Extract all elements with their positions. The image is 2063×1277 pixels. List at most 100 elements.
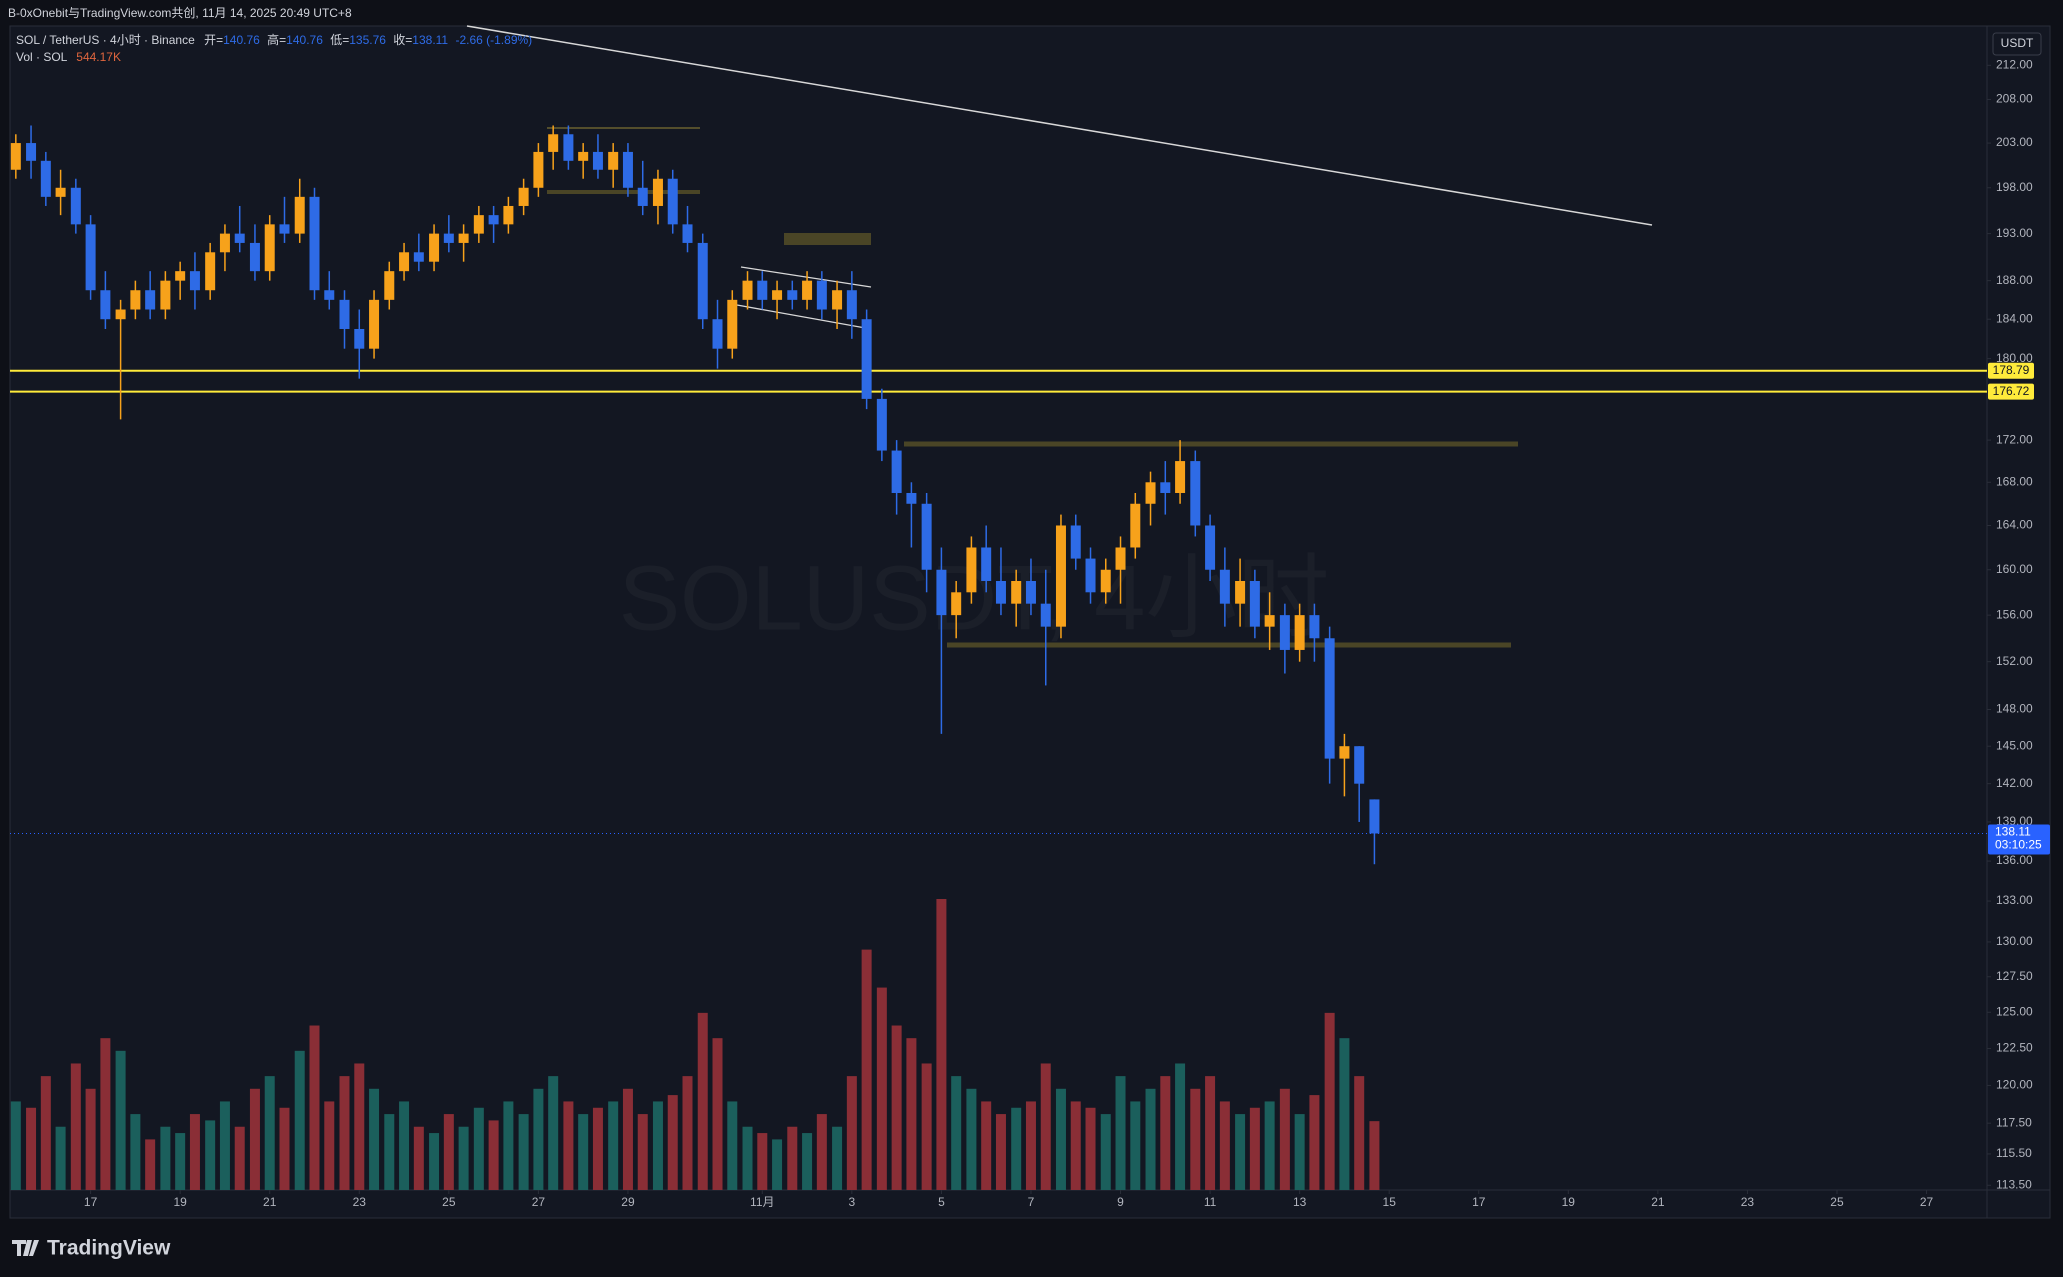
candle-body (10, 143, 21, 170)
candle-body (145, 290, 156, 310)
candle-body (1264, 615, 1275, 627)
volume-bar (727, 1101, 738, 1190)
candle-body (1130, 503, 1141, 548)
candle-body (936, 569, 947, 616)
y-tick-label: 172.00 (1996, 432, 2033, 446)
candle-body (533, 151, 544, 188)
volume-bar (443, 1114, 454, 1190)
x-tick-label: 3 (849, 1195, 856, 1209)
volume-bar (1354, 1076, 1365, 1190)
volume-bar (891, 1025, 902, 1190)
legend-change: -2.66 (-1.89%) (455, 33, 532, 47)
volume-bar (742, 1126, 753, 1190)
candle-body (1279, 615, 1290, 650)
volume-bar (339, 1076, 350, 1190)
volume-bar (906, 1038, 917, 1190)
candle-body (906, 492, 917, 504)
candle-body (369, 299, 380, 349)
y-tick-label: 160.00 (1996, 562, 2033, 576)
volume-bar (951, 1076, 962, 1190)
x-tick-label: 23 (353, 1195, 367, 1209)
candle-body (1339, 746, 1350, 759)
y-tick-label: 212.00 (1996, 57, 2033, 71)
volume-bar (1070, 1101, 1081, 1190)
y-tick-label: 198.00 (1996, 180, 2033, 194)
footer: TradingView (12, 1237, 171, 1260)
volume-bar (1040, 1063, 1051, 1190)
x-tick-label: 15 (1383, 1195, 1397, 1209)
candle-body (130, 290, 141, 310)
x-tick-label: 19 (1562, 1195, 1576, 1209)
candle-body (1219, 569, 1230, 604)
candle-body (861, 319, 872, 399)
candle-body (399, 252, 410, 272)
y-tick-label: 152.00 (1996, 654, 2033, 668)
legend: SOL / TetherUS · 4小时 · Binance 开=140.76 … (16, 32, 532, 47)
candle-body (205, 252, 216, 291)
y-tick-label: 142.00 (1996, 776, 2033, 790)
candle-body (578, 151, 589, 161)
x-tick-label: 9 (1117, 1195, 1124, 1209)
x-tick-label: 7 (1028, 1195, 1035, 1209)
candle-body (1175, 461, 1186, 493)
volume-bar (787, 1126, 798, 1190)
candle-body (1070, 525, 1081, 559)
y-tick-label: 168.00 (1996, 474, 2033, 488)
volume-bar (40, 1076, 51, 1190)
candle-body (1115, 547, 1126, 570)
currency-box[interactable] (1992, 32, 2042, 56)
candle-body (742, 280, 753, 300)
x-tick-label: 23 (1741, 1195, 1755, 1209)
volume-bar (488, 1120, 499, 1190)
x-tick-label: 11 (1204, 1195, 1217, 1209)
volume-bar (652, 1101, 663, 1190)
volume-bar (264, 1076, 275, 1190)
candle-body (1085, 558, 1096, 593)
currency[interactable]: USDT (2001, 36, 2034, 50)
chart-pane (9, 25, 2051, 1219)
logo (12, 1240, 39, 1256)
trend-line (466, 25, 1653, 226)
x-tick-label: 17 (84, 1195, 98, 1209)
candle-body (1055, 525, 1066, 627)
x-tick-label: 21 (1651, 1195, 1665, 1209)
candle-body (1369, 799, 1380, 834)
candle-body (667, 178, 678, 225)
volume-bar (563, 1101, 574, 1190)
x-tick-label: 21 (263, 1195, 277, 1209)
volume-bar (234, 1126, 245, 1190)
candle-body (443, 233, 454, 243)
volume-bar (1055, 1088, 1066, 1190)
volume-bar (279, 1107, 290, 1190)
candle-body (1249, 580, 1260, 627)
candle-body (264, 224, 275, 272)
volume-bar (26, 1107, 37, 1190)
volume-bar (981, 1101, 992, 1190)
candle-body (921, 503, 932, 570)
candle-body (1040, 603, 1051, 627)
y-tick-label: 127.50 (1996, 969, 2033, 983)
volume-bar (354, 1063, 365, 1190)
candle-body (100, 290, 111, 320)
candle-body (951, 592, 962, 616)
x-tick-label: 5 (938, 1195, 945, 1209)
volume-bar (1235, 1114, 1246, 1190)
candle-body (384, 271, 395, 300)
volume-bar (1264, 1101, 1275, 1190)
volume-bar (1011, 1107, 1022, 1190)
candle-body (70, 187, 81, 225)
zone (784, 233, 871, 245)
candle-body (592, 151, 603, 170)
y-tick-label: 156.00 (1996, 607, 2033, 621)
x-tick-label: 19 (173, 1195, 187, 1209)
legend-label: Vol · SOL (16, 50, 68, 64)
volume-bar (324, 1101, 335, 1190)
volume-bar (622, 1088, 633, 1190)
volume-bar (518, 1114, 529, 1190)
legend-label: 低= (330, 33, 349, 47)
y-tick-label: 184.00 (1996, 311, 2033, 325)
candle-body (787, 290, 798, 300)
candle-body (175, 271, 186, 281)
candle-body (1025, 580, 1036, 604)
volume-bar (219, 1101, 230, 1190)
